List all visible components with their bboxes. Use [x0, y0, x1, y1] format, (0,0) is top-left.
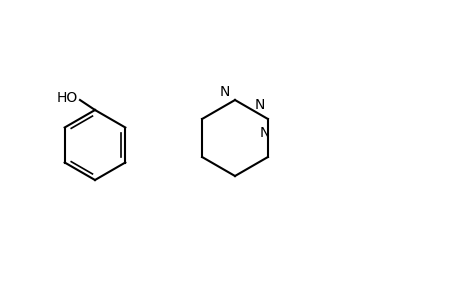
Text: N: N	[259, 126, 269, 140]
Text: N: N	[219, 85, 230, 99]
Text: N: N	[254, 98, 264, 112]
Text: HO: HO	[56, 91, 78, 105]
